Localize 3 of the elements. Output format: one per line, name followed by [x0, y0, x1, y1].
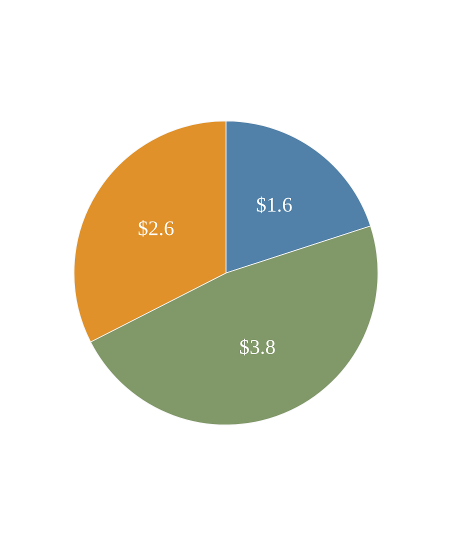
data-label: $2.6: [138, 220, 174, 237]
data-label: $3.8: [240, 338, 275, 356]
data-label: $1.6: [256, 196, 292, 214]
